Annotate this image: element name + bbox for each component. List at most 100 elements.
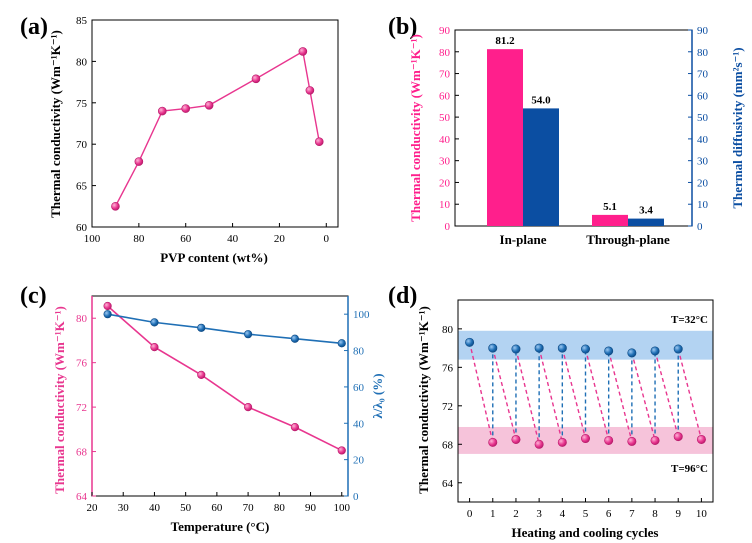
panel-a: (a) PVP content (wt%) Thermal conductivi… — [20, 14, 339, 265]
panel-b-category-label: In-plane — [500, 232, 547, 247]
panel-d-point-32c — [650, 346, 660, 356]
panel-a-data-point — [298, 47, 308, 56]
panel-c-data-point — [150, 343, 159, 352]
panel-c-ytick-label: 80 — [76, 313, 88, 325]
panel-b-ytick-label: 0 — [445, 221, 451, 233]
panel-d-heating-dash — [654, 350, 679, 437]
panel-b-bar-value-label: 5.1 — [603, 201, 617, 213]
panel-b-bar-value-label: 54.0 — [531, 94, 551, 106]
panel-a-ytick-label: 60 — [76, 222, 88, 234]
panel-a-data-point — [157, 106, 167, 116]
panel-c-xtick-label: 30 — [118, 502, 130, 514]
panel-a-data-point — [251, 74, 261, 84]
panel-b-category-label: Through-plane — [586, 232, 670, 247]
panel-b-y2tick-label: 10 — [697, 199, 709, 211]
panel-a-label: (a) — [20, 14, 48, 40]
panel-d-point-32c — [673, 344, 683, 354]
panel-d-point-32c — [557, 343, 567, 353]
panel-c-data-point — [103, 310, 112, 319]
panel-d-heating-dash — [492, 347, 517, 440]
panel-c-xtick-label: 50 — [180, 502, 192, 514]
panel-c-xtick-label: 40 — [149, 502, 161, 514]
panel-c-xtick-label: 80 — [274, 502, 286, 514]
panel-a-xtick-label: 40 — [227, 233, 239, 245]
panel-c-data-point — [243, 330, 253, 339]
panel-c-y2label: λ/λ₀ (%) — [370, 373, 385, 418]
panel-d-heating-dash — [584, 348, 610, 441]
panel-a-data-point — [314, 137, 324, 147]
panel-d-xtick-label: 2 — [513, 508, 519, 520]
panel-d-xlabel: Heating and cooling cycles — [512, 525, 659, 540]
panel-d-point-96c — [557, 437, 567, 447]
panel-d-point-32c — [511, 344, 521, 354]
panel-b-bar — [487, 49, 523, 226]
panel-b-ytick-label: 40 — [439, 134, 451, 146]
panel-d-xtick-label: 3 — [536, 508, 542, 520]
panel-a-ytick-label: 80 — [76, 56, 88, 68]
panel-d-xtick-label: 5 — [583, 508, 589, 520]
panel-c-y2tick-label: 20 — [353, 455, 365, 467]
panel-a-data-point — [305, 86, 315, 95]
panel-d-point-32c — [627, 348, 637, 358]
panel-d-point-96c — [534, 439, 544, 449]
panel-b-label: (b) — [388, 14, 417, 40]
panel-d-xtick-label: 9 — [675, 508, 681, 520]
panel-d-xtick-label: 4 — [560, 508, 566, 520]
panel-c-y2tick-label: 40 — [353, 418, 365, 430]
panel-b-y2tick-label: 90 — [697, 25, 709, 37]
panel-a-xlabel: PVP content (wt%) — [160, 250, 268, 265]
panel-a-xtick-label: 80 — [133, 233, 145, 245]
panel-c-xtick-label: 100 — [334, 502, 351, 514]
panel-c-data-point — [243, 403, 253, 412]
panel-b-y2tick-label: 0 — [697, 221, 703, 233]
panel-a-ytick-label: 85 — [76, 15, 88, 27]
panel-c-y2tick-label: 0 — [353, 491, 359, 503]
panel-d-xtick-label: 1 — [490, 508, 496, 520]
panel-d-ytick-label: 68 — [442, 439, 454, 451]
panel-d-heating-dash — [515, 348, 540, 445]
panel-d-point-96c — [673, 432, 683, 442]
panel-d-heating-dash — [468, 342, 494, 443]
panel-c: (c) Temperature (°C) Thermal conductivit… — [20, 283, 385, 534]
panel-d-ytick-label: 64 — [442, 478, 454, 490]
panel-a-ytick-label: 70 — [76, 139, 88, 151]
panel-c-xtick-label: 70 — [243, 502, 255, 514]
panel-d-point-96c — [511, 434, 521, 444]
panel-d-ytick-label: 72 — [442, 401, 453, 413]
panel-b-ytick-label: 50 — [439, 112, 451, 124]
panel-a-ytick-label: 65 — [76, 181, 88, 193]
panel-d-label: (d) — [388, 283, 417, 309]
panel-d-heating-dash — [631, 352, 656, 441]
panel-c-xtick-label: 90 — [305, 502, 317, 514]
panel-b-ytick-label: 60 — [439, 90, 451, 102]
panel-b-y2tick-label: 60 — [697, 90, 709, 102]
panel-b-y2tick-label: 20 — [697, 177, 709, 189]
panel-c-series-line — [107, 305, 343, 452]
panel-d-point-96c — [650, 435, 660, 445]
panel-d-heating-dash — [538, 347, 563, 443]
panel-d-point-32c — [604, 346, 614, 356]
panel-b-ytick-label: 30 — [439, 156, 451, 168]
panel-c-y2tick-label: 80 — [353, 346, 365, 358]
panel-b-bar — [628, 218, 664, 226]
panel-c-ytick-label: 68 — [76, 447, 88, 459]
panel-c-data-point — [290, 334, 300, 343]
panel-c-y2tick-label: 100 — [353, 309, 370, 321]
panel-a-data-point — [111, 202, 120, 211]
panel-c-data-point — [150, 318, 159, 327]
panel-c-xlabel: Temperature (°C) — [171, 519, 270, 534]
panel-d-ytick-label: 76 — [442, 362, 454, 374]
panel-d: (d) Heating and cooling cycles Thermal c… — [388, 283, 714, 540]
panel-d-point-96c — [627, 436, 637, 446]
panel-c-ytick-label: 72 — [76, 402, 87, 414]
panel-a-ytick-label: 75 — [76, 98, 88, 110]
panel-d-ylabel: Thermal conductivity (Wm⁻¹K⁻¹) — [416, 306, 431, 494]
panel-b-y2tick-label: 30 — [697, 156, 709, 168]
panel-a-xtick-label: 20 — [274, 233, 286, 245]
panel-d-xtick-label: 7 — [629, 508, 635, 520]
panel-b-ytick-label: 70 — [439, 69, 451, 81]
panel-b-y2tick-label: 40 — [697, 134, 709, 146]
panel-b: (b) Thermal conductivity (Wm⁻¹K⁻¹) Therm… — [388, 14, 745, 247]
panel-c-xtick-label: 60 — [211, 502, 223, 514]
panel-d-ytick-label: 80 — [442, 324, 454, 336]
